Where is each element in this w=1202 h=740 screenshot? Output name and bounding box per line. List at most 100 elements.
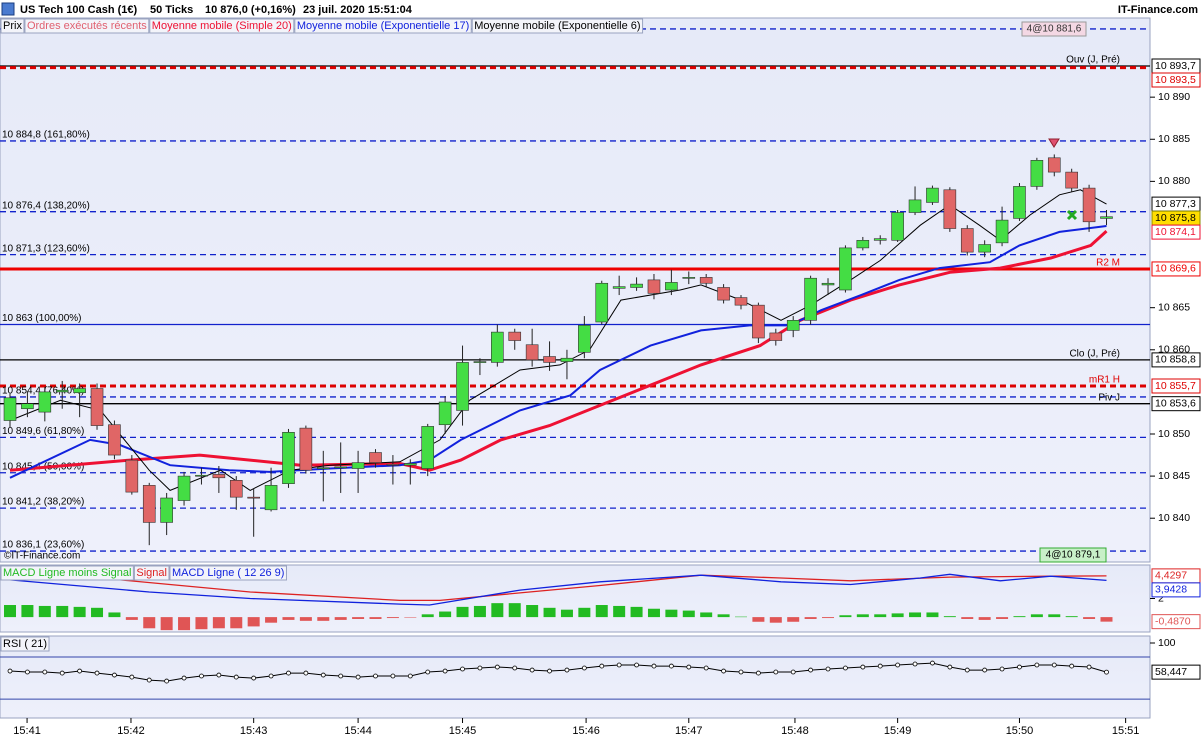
candle-body — [943, 189, 957, 229]
macd-line — [9, 574, 1107, 602]
rsi-point — [703, 665, 709, 671]
candle-body — [125, 459, 139, 493]
candle-body — [1082, 187, 1096, 223]
price-box-label: 10 877,3 — [1155, 198, 1196, 210]
histogram-bar — [752, 617, 765, 622]
rsi-point — [407, 673, 413, 679]
rsi-point — [286, 670, 291, 676]
histogram-bar — [595, 605, 608, 618]
rsi-point — [581, 665, 587, 671]
candle-body — [456, 362, 469, 411]
price-box-label: 10 869,6 — [1155, 263, 1196, 275]
candle-body — [212, 474, 226, 479]
candle-body — [804, 277, 817, 321]
candle-body — [1065, 171, 1078, 189]
price-box-label: 10 893,7 — [1155, 60, 1196, 72]
histogram-bar — [369, 617, 382, 619]
rsi-point — [1017, 664, 1022, 670]
candle-body — [995, 219, 1009, 244]
rsi-point — [825, 666, 831, 672]
histogram-bar — [978, 617, 991, 620]
rsi-point — [338, 673, 344, 679]
histogram-bar — [143, 617, 156, 629]
price-box-label: 4,4297 — [1155, 570, 1187, 582]
legend-entry: RSI ( 21) — [3, 638, 47, 650]
histogram-bar — [508, 603, 521, 618]
histogram-bar — [1065, 616, 1078, 618]
macd-line — [9, 573, 1107, 606]
rsi-point — [773, 669, 779, 675]
histogram-bar — [665, 609, 678, 618]
legend-entry: Prix — [3, 20, 22, 32]
legend-entry: Moyenne mobile (Exponentielle 17) — [297, 20, 469, 32]
rsi-point — [668, 663, 674, 669]
level-name: mR1 H — [1089, 375, 1120, 386]
candle-body — [682, 277, 696, 279]
rsi-point — [442, 668, 448, 674]
histogram-bar — [247, 617, 260, 627]
candle-body — [978, 244, 991, 253]
legend-box — [133, 565, 170, 581]
rsi-point — [94, 670, 100, 676]
rsi-point — [1104, 669, 1109, 675]
datetime: 23 juil. 2020 15:51:04 — [303, 4, 413, 16]
legend-box — [471, 18, 644, 34]
candle-body — [525, 344, 539, 361]
histogram-bar — [630, 606, 643, 618]
watermark: ©IT-Finance.com — [4, 551, 80, 562]
histogram-bar — [125, 617, 138, 620]
price-box — [1151, 664, 1201, 680]
histogram-bar — [787, 617, 800, 622]
candle-body — [734, 297, 748, 306]
rsi-point — [1069, 663, 1075, 669]
level-label: 10 884,8 (161,80%) — [2, 130, 90, 141]
x-tick-label: 15:46 — [572, 725, 600, 737]
moving-average — [9, 225, 1107, 479]
histogram-bar — [543, 607, 556, 618]
rsi-point — [599, 663, 605, 669]
candle-body — [351, 462, 365, 469]
overlay: Prix Ordres exécutés récents Moyenne mobil… — [0, 18, 1201, 737]
candle-body — [630, 283, 643, 288]
x-tick-label: 15:41 — [13, 725, 41, 737]
candle-body — [142, 485, 156, 523]
histogram-bar — [404, 617, 417, 618]
y-tick-label: 10 850 — [1158, 428, 1190, 440]
rsi-point — [634, 662, 639, 668]
rsi-point — [1086, 664, 1092, 670]
rsi-point — [1051, 662, 1057, 668]
histogram-bar — [212, 617, 225, 629]
level-name: R2 M — [1096, 258, 1120, 269]
candle-body — [334, 466, 347, 469]
candle-body — [595, 282, 609, 323]
candle-body — [839, 247, 852, 291]
rsi-point — [999, 666, 1005, 672]
x-tick-label: 15:47 — [675, 725, 703, 737]
rsi-point — [268, 673, 274, 679]
candle-body — [908, 199, 922, 213]
histogram-bar — [386, 617, 399, 619]
rsi-point — [77, 668, 83, 674]
histogram-bar — [943, 616, 956, 618]
level-label: 10 836,1 (23,60%) — [2, 540, 84, 551]
legend-entry: Ordres exécutés récents — [27, 20, 147, 32]
candle-body — [769, 332, 783, 341]
price-box-label: -0,4870 — [1155, 615, 1191, 627]
candle-body — [386, 464, 400, 466]
rsi-point — [895, 662, 901, 668]
histogram-bar — [317, 617, 330, 621]
rsi-point — [477, 665, 483, 671]
level-name: Clo (J, Pré) — [1069, 349, 1120, 360]
rsi-point — [425, 669, 431, 675]
histogram-bar — [1100, 617, 1113, 622]
rsi-point — [7, 668, 13, 674]
histogram-bar — [473, 605, 486, 618]
level-label: 10 876,4 (138,20%) — [2, 200, 90, 211]
histogram-bar — [909, 612, 922, 618]
rsi-point — [930, 660, 935, 666]
y-tick-label: 100 — [1158, 637, 1176, 649]
candle-body — [508, 331, 522, 341]
rsi-point — [1034, 662, 1040, 668]
